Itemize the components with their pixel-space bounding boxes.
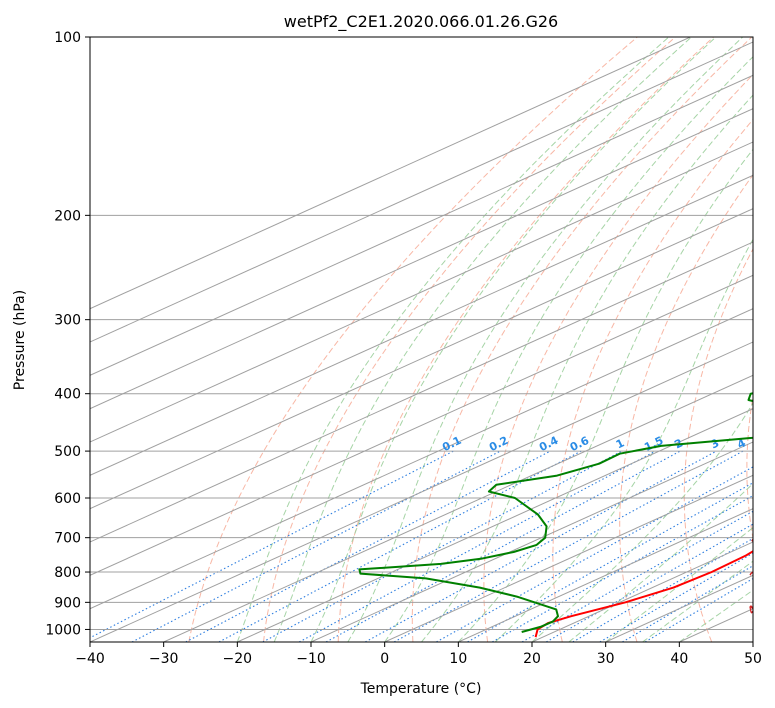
isotherm-line — [90, 74, 753, 376]
x-tick-label: −20 — [223, 651, 253, 667]
isotherm-line — [90, 174, 753, 476]
moist-adiabat — [421, 94, 753, 642]
x-tick-label: 10 — [449, 651, 467, 667]
isotherm-line — [90, 208, 753, 510]
isotherm-line — [90, 274, 753, 576]
x-tick-label: 20 — [523, 651, 541, 667]
y-tick-label: 900 — [54, 595, 81, 611]
isotherm-line — [163, 374, 753, 642]
dry-adiabat — [552, 118, 753, 642]
x-tick-label: −10 — [296, 651, 326, 667]
moist-adiabat — [273, 37, 692, 642]
isotherm-label: 20 — [749, 529, 769, 549]
moist-adiabat — [679, 589, 753, 642]
isotherm-line — [90, 241, 753, 543]
x-tick-label: 50 — [744, 651, 762, 667]
x-tick-label: −40 — [75, 651, 105, 667]
isotherm-line — [90, 141, 753, 443]
moist-adiabat — [384, 56, 753, 642]
dry-adiabat — [263, 37, 676, 642]
moist-adiabat — [531, 402, 753, 642]
isotherm-line — [90, 41, 753, 343]
mixing-ratio-line — [325, 450, 681, 642]
y-tick-label: 400 — [54, 387, 81, 403]
x-tick-label: 30 — [597, 651, 615, 667]
y-tick-label: 200 — [54, 208, 81, 224]
y-axis-label: Pressure (hPa) — [12, 290, 28, 390]
y-tick-label: 500 — [54, 444, 81, 460]
isotherm-line — [90, 108, 753, 410]
y-tick-label: 800 — [54, 565, 81, 581]
mixing-ratio-line — [572, 537, 753, 642]
x-axis: −40 −30 −20 −10 0 10 20 30 40 50 — [75, 642, 762, 667]
isotherm-line — [458, 508, 753, 642]
moist-adiabat — [236, 37, 670, 642]
isotherm-line — [237, 408, 753, 642]
y-tick-label: 300 — [54, 313, 81, 329]
dry-adiabat — [188, 37, 638, 642]
isotherm-label: 10 — [751, 494, 771, 514]
moist-adiabat — [494, 238, 753, 642]
dewpoint-profile-line — [358, 392, 753, 633]
mixing-ratio-line — [436, 466, 753, 642]
dry-adiabat — [619, 173, 753, 642]
isotherm-label: 40 — [745, 597, 765, 617]
x-tick-label: 0 — [380, 651, 389, 667]
background-lines — [90, 37, 753, 642]
isotherm-line — [90, 37, 691, 310]
isotherm-line — [90, 308, 753, 610]
x-tick-label: 40 — [670, 651, 688, 667]
x-axis-label: Temperature (°C) — [360, 681, 482, 697]
dry-adiabat — [683, 247, 753, 642]
series-layer — [358, 392, 753, 638]
isotherm-line — [310, 441, 753, 642]
y-axis: 100 200 300 400 500 600 700 800 900 1000 — [45, 30, 90, 638]
moist-adiabat — [347, 37, 744, 642]
chart-title: wetPf2_C2E1.2020.066.01.26.G26 — [284, 12, 558, 32]
dry-adiabat — [337, 37, 714, 642]
dry-adiabat — [483, 73, 753, 642]
mixing-ratio-line — [546, 523, 753, 642]
x-tick-label: −30 — [149, 651, 179, 667]
plot-frame — [89, 36, 754, 643]
isotherm-label: 30 — [747, 563, 767, 583]
temperature-profile-line — [534, 550, 753, 638]
y-tick-label: 100 — [54, 30, 81, 46]
isotherm-line — [90, 341, 753, 642]
y-tick-label: 700 — [54, 531, 81, 547]
y-tick-label: 1000 — [45, 622, 81, 638]
y-tick-label: 600 — [54, 491, 81, 507]
isotherm-line — [384, 474, 753, 642]
